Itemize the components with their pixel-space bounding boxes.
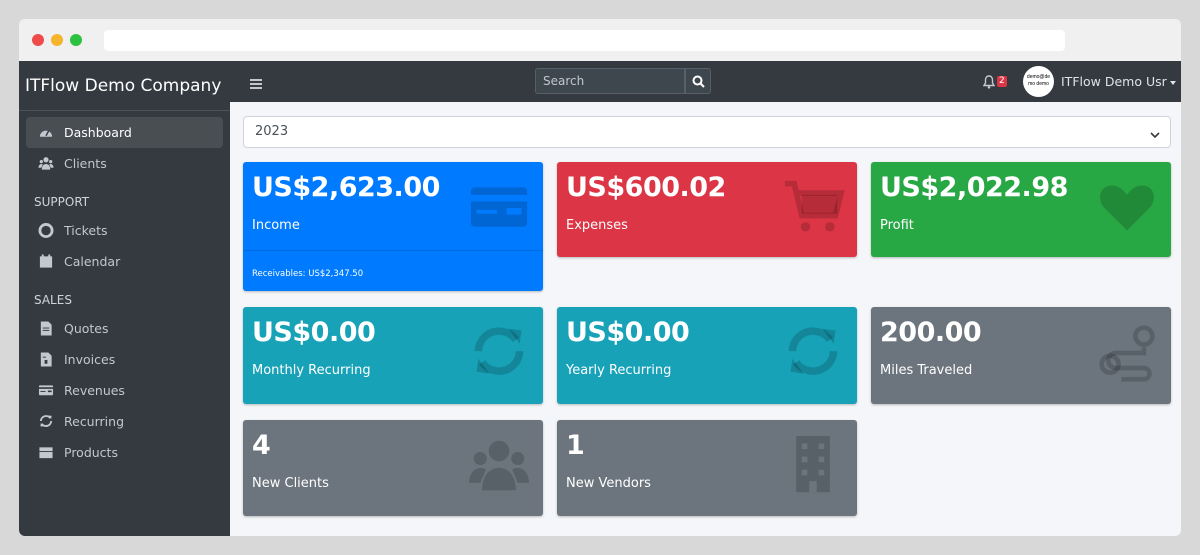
stat-card-monthly-recurring: US$0.00 Monthly Recurring bbox=[243, 307, 543, 404]
sidebar-item-clients[interactable]: Clients bbox=[26, 148, 223, 179]
stat-card-new-vendors: 1 New Vendors bbox=[557, 420, 857, 516]
avatar[interactable]: demo@demo demo bbox=[1023, 66, 1054, 97]
stat-card-profit: US$2,022.98 Profit bbox=[871, 162, 1171, 257]
sidebar-item-label: Invoices bbox=[64, 352, 116, 367]
quote-file-icon bbox=[38, 321, 54, 336]
sidebar-item-calendar[interactable]: Calendar bbox=[26, 246, 223, 277]
stat-card-expenses: US$600.02 Expenses bbox=[557, 162, 857, 257]
stat-card-new-clients: 4 New Clients bbox=[243, 420, 543, 516]
users-icon bbox=[38, 156, 54, 171]
sidebar-item-tickets[interactable]: Tickets bbox=[26, 215, 223, 246]
credit-card-icon bbox=[467, 178, 531, 238]
sidebar-item-label: Clients bbox=[64, 156, 107, 171]
menu-toggle-icon[interactable] bbox=[250, 75, 262, 89]
address-bar[interactable] bbox=[104, 30, 1065, 51]
sidebar-item-label: Calendar bbox=[64, 254, 121, 269]
route-icon bbox=[1095, 323, 1159, 383]
sidebar-item-label: Products bbox=[64, 445, 118, 460]
cart-icon bbox=[781, 178, 845, 238]
sync-icon bbox=[781, 323, 845, 383]
sidebar-item-label: Tickets bbox=[64, 223, 108, 238]
year-select-value: 2023 bbox=[255, 124, 289, 139]
stat-value: 200.00 bbox=[880, 317, 982, 348]
browser-window: ITFlow Demo Company Dashboard Clients SU… bbox=[19, 19, 1181, 536]
bell-icon[interactable] bbox=[982, 74, 996, 89]
stat-value: 4 bbox=[252, 430, 271, 461]
box-icon bbox=[38, 445, 54, 460]
sidebar-item-dashboard[interactable]: Dashboard bbox=[26, 117, 223, 148]
sidebar-item-quotes[interactable]: Quotes bbox=[26, 313, 223, 344]
stat-card-income: US$2,623.00 Income Receivables: US$2,347… bbox=[243, 162, 543, 291]
calendar-icon bbox=[38, 254, 54, 269]
sidebar-item-label: Recurring bbox=[64, 414, 124, 429]
user-menu[interactable]: ITFlow Demo Usr bbox=[1061, 74, 1176, 89]
close-dot[interactable] bbox=[32, 34, 44, 46]
notification-badge: 2 bbox=[997, 76, 1007, 87]
search-input[interactable]: Search bbox=[535, 68, 685, 94]
stat-value: US$2,022.98 bbox=[880, 172, 1068, 203]
minimize-dot[interactable] bbox=[51, 34, 63, 46]
receivables-footer: Receivables: US$2,347.50 bbox=[243, 250, 543, 279]
stat-value: US$0.00 bbox=[566, 317, 690, 348]
stat-card-yearly-recurring: US$0.00 Yearly Recurring bbox=[557, 307, 857, 404]
stat-value: US$600.02 bbox=[566, 172, 726, 203]
nav-header-sales: SALES bbox=[34, 293, 72, 307]
heart-icon bbox=[1095, 178, 1159, 238]
sidebar-item-invoices[interactable]: Invoices bbox=[26, 344, 223, 375]
user-name: ITFlow Demo Usr bbox=[1061, 74, 1167, 89]
users-icon bbox=[467, 436, 531, 496]
stat-label: Expenses bbox=[566, 218, 628, 233]
stat-label: Yearly Recurring bbox=[566, 363, 672, 378]
sidebar-item-label: Revenues bbox=[64, 383, 125, 398]
sidebar-item-revenues[interactable]: Revenues bbox=[26, 375, 223, 406]
credit-card-icon bbox=[38, 383, 54, 398]
sync-icon bbox=[38, 414, 54, 429]
year-select[interactable]: 2023 bbox=[243, 116, 1171, 148]
life-ring-icon bbox=[38, 223, 54, 238]
sidebar-item-label: Dashboard bbox=[64, 125, 132, 140]
building-icon bbox=[781, 436, 845, 496]
nav-header-support: SUPPORT bbox=[34, 195, 90, 209]
top-navbar: Search 2 demo@demo demo ITFlow Demo Usr bbox=[230, 61, 1181, 102]
invoice-file-icon bbox=[38, 352, 54, 367]
stat-label: Profit bbox=[880, 218, 914, 233]
search-icon bbox=[692, 75, 705, 88]
browser-chrome bbox=[19, 19, 1181, 61]
search-button[interactable] bbox=[685, 68, 711, 94]
stat-card-miles-traveled: 200.00 Miles Traveled bbox=[871, 307, 1171, 404]
caret-down-icon bbox=[1169, 80, 1176, 85]
stat-label: Miles Traveled bbox=[880, 363, 973, 378]
stat-value: 1 bbox=[566, 430, 585, 461]
tachometer-icon bbox=[38, 125, 54, 140]
maximize-dot[interactable] bbox=[70, 34, 82, 46]
brand[interactable]: ITFlow Demo Company bbox=[19, 61, 230, 111]
sidebar-item-label: Quotes bbox=[64, 321, 109, 336]
chevron-down-icon bbox=[1150, 128, 1160, 143]
stat-value: US$2,623.00 bbox=[252, 172, 440, 203]
sidebar-item-products[interactable]: Products bbox=[26, 437, 223, 468]
stat-label: New Vendors bbox=[566, 476, 651, 491]
sync-icon bbox=[467, 323, 531, 383]
stat-value: US$0.00 bbox=[252, 317, 376, 348]
sidebar: ITFlow Demo Company Dashboard Clients SU… bbox=[19, 61, 230, 536]
stat-label: Monthly Recurring bbox=[252, 363, 371, 378]
sidebar-item-recurring[interactable]: Recurring bbox=[26, 406, 223, 437]
stat-label: New Clients bbox=[252, 476, 329, 491]
stat-label: Income bbox=[252, 218, 300, 233]
